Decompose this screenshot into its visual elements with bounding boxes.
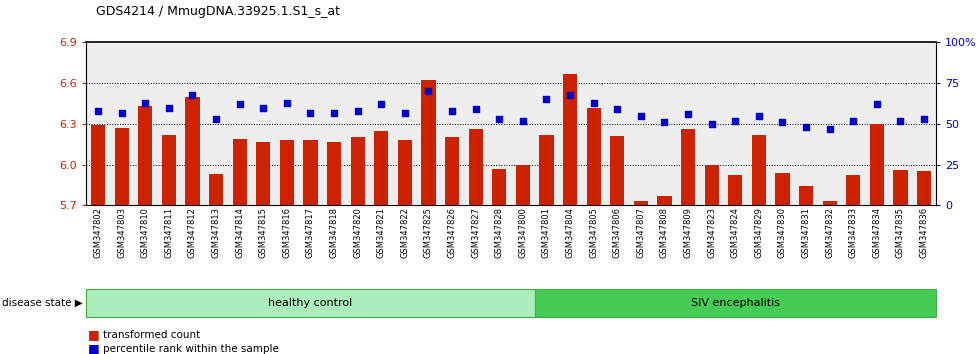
Point	[373, 102, 389, 107]
Point	[822, 126, 838, 132]
Bar	[658, 196, 671, 205]
Point	[420, 88, 436, 94]
Text: GDS4214 / MmugDNA.33925.1.S1_s_at: GDS4214 / MmugDNA.33925.1.S1_s_at	[96, 5, 340, 18]
Bar	[799, 186, 813, 205]
Bar	[445, 137, 460, 205]
Bar	[421, 80, 435, 205]
Bar	[681, 129, 695, 205]
Point	[633, 113, 649, 119]
Bar	[587, 108, 601, 205]
Bar	[232, 139, 247, 205]
Point	[444, 108, 460, 114]
Point	[137, 100, 153, 105]
Point	[657, 119, 672, 125]
Bar	[256, 142, 270, 205]
Bar	[162, 135, 176, 205]
Text: ■: ■	[88, 342, 100, 354]
Bar	[351, 137, 365, 205]
Bar	[705, 165, 718, 205]
Text: disease state ▶: disease state ▶	[2, 298, 82, 308]
Point	[467, 107, 483, 112]
Point	[515, 118, 531, 124]
Point	[90, 108, 106, 114]
Bar	[209, 174, 223, 205]
Bar	[515, 165, 530, 205]
Bar	[846, 176, 860, 205]
Point	[326, 110, 342, 115]
Point	[208, 116, 223, 122]
Bar	[327, 142, 341, 205]
Point	[680, 111, 696, 117]
Point	[184, 92, 200, 97]
Point	[397, 110, 413, 115]
Point	[491, 116, 507, 122]
Text: percentile rank within the sample: percentile rank within the sample	[103, 344, 278, 354]
Point	[751, 113, 766, 119]
Text: transformed count: transformed count	[103, 330, 200, 339]
Point	[846, 118, 861, 124]
Point	[799, 124, 814, 130]
Bar	[728, 176, 743, 205]
Point	[727, 118, 743, 124]
Point	[303, 110, 318, 115]
Point	[256, 105, 271, 110]
Point	[350, 108, 366, 114]
Point	[279, 100, 295, 105]
Point	[114, 110, 129, 115]
Bar	[634, 201, 648, 205]
Text: SIV encephalitis: SIV encephalitis	[691, 298, 780, 308]
Bar	[304, 140, 318, 205]
Bar	[870, 124, 884, 205]
Point	[161, 105, 176, 110]
Bar	[279, 140, 294, 205]
Bar	[611, 136, 624, 205]
Bar	[398, 140, 412, 205]
Bar	[468, 129, 483, 205]
Point	[869, 102, 885, 107]
Point	[563, 92, 578, 97]
Bar	[374, 131, 388, 205]
Bar	[563, 74, 577, 205]
Bar	[775, 173, 790, 205]
Bar	[822, 201, 837, 205]
Bar	[91, 125, 105, 205]
Bar	[138, 106, 152, 205]
Bar	[539, 135, 554, 205]
Point	[916, 116, 932, 122]
Bar	[894, 170, 907, 205]
Text: ■: ■	[88, 328, 100, 341]
Point	[704, 121, 719, 127]
Point	[586, 100, 602, 105]
Bar	[752, 135, 766, 205]
Bar	[917, 171, 931, 205]
Bar	[115, 128, 128, 205]
Point	[610, 107, 625, 112]
Bar	[492, 169, 507, 205]
Point	[893, 118, 908, 124]
Point	[774, 119, 790, 125]
Bar	[185, 97, 200, 205]
Text: healthy control: healthy control	[269, 298, 353, 308]
Point	[539, 97, 555, 102]
Point	[232, 102, 248, 107]
